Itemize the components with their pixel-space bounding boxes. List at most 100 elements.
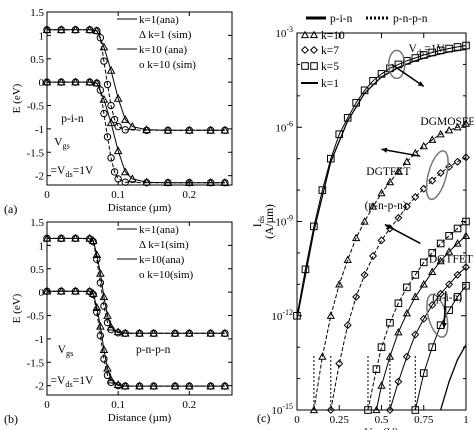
series-line [47,81,225,184]
data-point [411,292,420,300]
data-point [368,202,378,210]
data-point [128,174,137,183]
data-point [394,166,403,175]
data-point [120,167,130,176]
series-line [313,123,467,411]
data-point [171,382,179,390]
series-line [47,290,225,387]
data-point [428,267,437,275]
data-point [318,352,327,360]
data-point [453,157,462,166]
data-point [164,178,172,187]
x-tick-label: 0.25 [330,414,350,426]
data-point [461,263,471,272]
data-point [462,217,470,226]
legend-marker [301,62,309,70]
data-point [114,381,122,390]
y-tick-label: 0 [39,287,45,299]
data-point [461,153,471,162]
annotation-text: =Vds=1V [51,165,94,179]
annotation-text: DGTFET [366,166,410,178]
y-axis-label: E (eV) [11,83,23,113]
legend-label: k=5 [321,61,339,73]
legend-label: o k=10(sim) [139,269,194,281]
data-point [71,234,80,243]
data-point [113,380,123,389]
y-tick-label: 0.5 [30,264,44,276]
legend-marker [300,45,310,55]
data-point [436,168,445,177]
legend-label: o k=10 (sim) [139,59,196,71]
data-point [411,406,420,414]
x-tick-label: 0.1 [111,399,125,411]
plot-frame [46,11,233,186]
legend-marker [309,30,319,39]
data-point [103,318,112,327]
panel-label: (b) [4,412,18,426]
data-point [343,321,352,330]
y-tick-label: 1.5 [30,7,44,19]
legend-marker [309,45,319,55]
legend-marker [300,30,310,39]
data-point [369,251,378,260]
data-point [444,247,454,255]
data-point [453,293,462,301]
data-point [309,405,319,414]
data-point [100,355,108,363]
data-point [377,188,386,197]
data-point [402,308,411,317]
x-tick-label: 0 [44,399,50,411]
legend-label: k=10 (ana) [139,44,187,56]
highlight-ellipse [387,49,406,80]
data-point [71,287,80,295]
y-tick-label: -0.5 [27,101,45,113]
data-point [453,224,462,233]
data-point [113,93,123,102]
data-point [293,311,301,320]
data-point [402,352,411,361]
x-tick-label: 1 [463,414,469,426]
y-axis-label: Ids [252,216,266,227]
data-point [221,126,229,134]
arrow-head [384,224,391,230]
data-point [428,249,436,257]
data-point [103,371,112,380]
x-tick-label: 0.2 [182,189,196,201]
arrow-head [381,147,388,153]
data-point [107,378,115,387]
data-point [121,126,129,134]
series-line [367,221,467,411]
y-tick-label: -2 [35,381,44,393]
plot-frame [46,221,233,396]
data-point [142,126,151,134]
data-point [107,325,115,334]
data-point [57,287,65,295]
y-tick-label: 10-9 [275,214,293,229]
data-point [318,186,327,194]
y-tick-label: -0.5 [27,311,45,323]
legend-label: k=1 [321,78,339,90]
data-point [436,239,445,248]
data-point [121,178,129,186]
data-point [377,381,386,389]
data-point [428,176,437,185]
series-line [389,266,467,411]
data-point [436,129,445,138]
data-point [57,234,65,243]
data-point [352,292,361,301]
legend-marker [310,62,318,70]
series-line [47,290,225,387]
annotation-text: (p-n-p-n) [365,200,407,212]
data-point [428,135,437,143]
legend-label: k=1(ana) [139,224,179,236]
annotation-text: Vds=1V [409,43,446,57]
data-point [326,311,335,319]
data-point [206,329,215,337]
highlight-ellipse [426,293,449,338]
data-point [377,343,386,351]
data-point [360,217,369,225]
data-point [43,234,51,243]
legend-label: k=10(ana) [139,254,185,266]
